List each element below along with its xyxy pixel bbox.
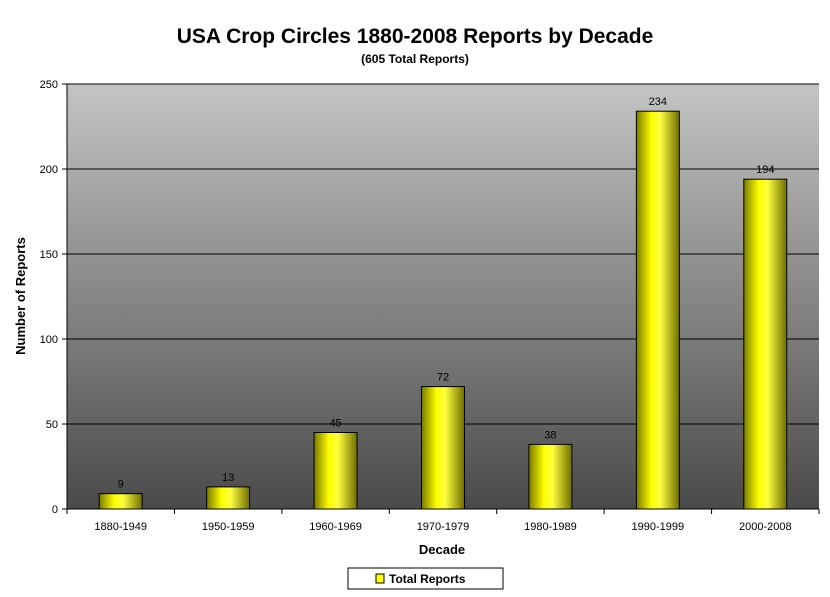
legend-box: [347, 567, 504, 590]
y-tick-label: 200: [40, 164, 58, 176]
x-axis-ticks: 1880-1949 1950-1959 1960-1969 1970-1979 1980…: [66, 509, 820, 533]
bar: [743, 178, 788, 510]
y-axis-title: Number of Reports: [13, 237, 28, 355]
gridlines: [67, 83, 819, 425]
data-label: 38: [544, 429, 556, 441]
y-tick-label: 0: [52, 504, 58, 516]
x-tick-label: 1990-1999: [632, 521, 685, 533]
x-tick-label: 1950-1959: [202, 521, 255, 533]
x-tick-label: 1970-1979: [417, 521, 470, 533]
bar: [313, 432, 358, 510]
data-label: 9: [118, 479, 124, 491]
x-tick-label: 1980-1989: [524, 521, 577, 533]
y-tick-label: 150: [40, 249, 58, 261]
y-tick-label: 250: [40, 79, 58, 91]
x-tick-label: 2000-2008: [739, 521, 792, 533]
legend: Total Reports: [347, 567, 504, 590]
bar: [528, 443, 573, 510]
chart-title: USA Crop Circles 1880-2008 Reports by De…: [177, 25, 654, 48]
data-label: 194: [756, 164, 774, 176]
legend-label: Total Reports: [389, 572, 466, 586]
data-label: 45: [329, 418, 341, 430]
y-tick-label: 50: [46, 419, 58, 431]
data-label: 13: [222, 472, 234, 484]
data-label: 72: [437, 372, 449, 384]
bar: [635, 110, 680, 510]
bar: [421, 386, 465, 510]
x-tick-label: 1880-1949: [94, 521, 147, 533]
bars: 9 13 45 72 38 234 194: [98, 96, 788, 510]
bar: [98, 493, 143, 510]
chart-subtitle: (605 Total Reports): [361, 52, 469, 66]
x-tick-label: 1960-1969: [309, 521, 362, 533]
y-axis-ticks: 0 50 100 150 200 250: [40, 79, 67, 516]
data-label: 234: [649, 96, 667, 108]
y-tick-label: 100: [40, 334, 58, 346]
legend-swatch: [375, 573, 385, 584]
bar: [206, 486, 251, 510]
x-axis-title: Decade: [419, 542, 465, 557]
